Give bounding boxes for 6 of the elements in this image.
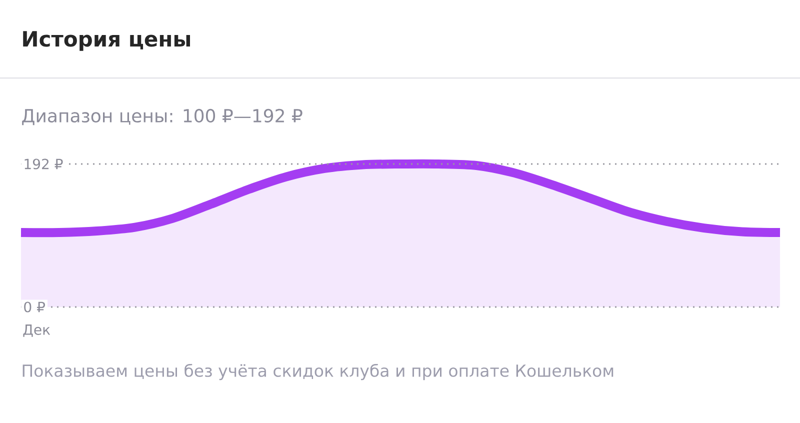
chart-title: История цены — [23, 31, 190, 51]
x-tick-label: Дек — [23, 324, 50, 337]
chart-subtitle: Диапазон цены: 100 ₽—192 ₽ — [22, 108, 302, 126]
y-tick-label: 0 ₽ — [24, 302, 45, 312]
text: Показываем цены без учёта скидок клуба и при оплате Кошельком — [22, 364, 614, 380]
y-tick-label: 192 ₽ — [24, 158, 63, 170]
